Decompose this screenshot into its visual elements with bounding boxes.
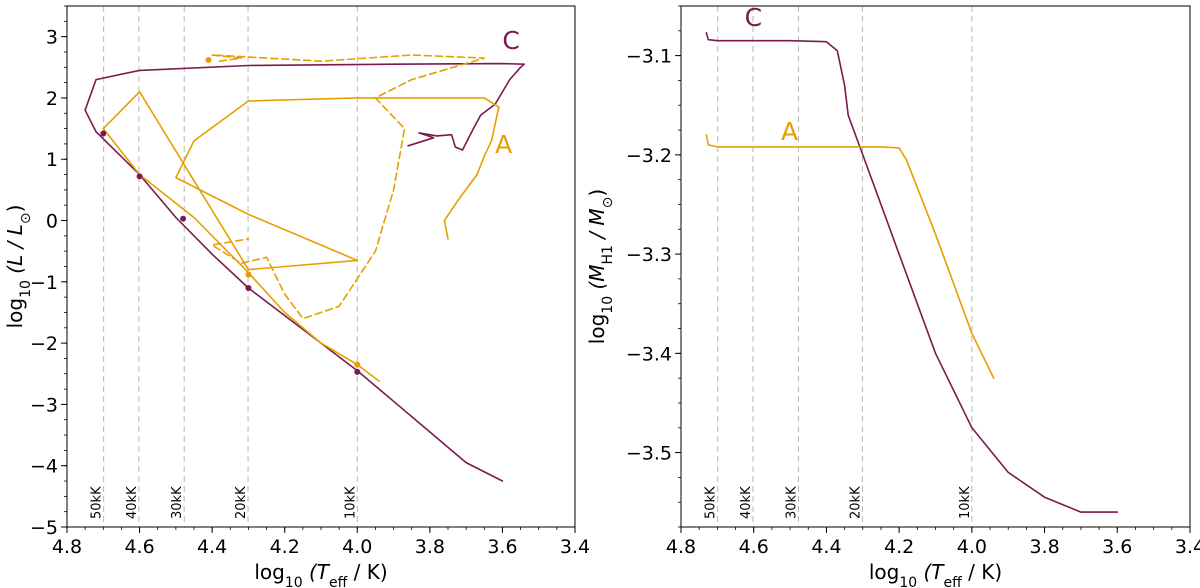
left-xtick-label: 4.8 bbox=[52, 536, 82, 558]
right-ytick-label: −3.1 bbox=[626, 46, 672, 68]
right-xtick-label: 4.2 bbox=[884, 536, 914, 558]
left-xtick-label: 4.2 bbox=[270, 536, 300, 558]
left-ytick-label: −3 bbox=[30, 394, 58, 416]
right-xtick-label: 3.6 bbox=[1102, 536, 1132, 558]
left-ylabel-body-sub: ⊙ bbox=[18, 212, 34, 224]
right-series-group bbox=[705, 31, 1119, 513]
right-vline-label-50kK: 50kK bbox=[704, 486, 719, 519]
left-ylabel-prefix: log bbox=[3, 298, 27, 329]
left-xlabel-sub: 10 bbox=[285, 575, 303, 588]
left-x-ticks: 4.8 4.6 4.4 4.2 4.0 3.8 3.6 3.4 bbox=[52, 527, 590, 558]
left-vline-label-20kK: 20kK bbox=[234, 486, 249, 519]
left-marker-c-2 bbox=[180, 215, 187, 222]
left-series-c bbox=[84, 62, 526, 482]
left-ylabel-suffix: ) bbox=[3, 205, 27, 213]
left-ytick-label: −4 bbox=[30, 456, 58, 478]
left-marker-a-5 bbox=[245, 271, 252, 278]
left-y-ticks: 3 2 1 0 −1 −2 −3 −4 −5 bbox=[30, 5, 67, 539]
left-vline-label-10kK: 10kK bbox=[343, 486, 358, 519]
right-ylabel-mid-sub: ⊙ bbox=[600, 197, 616, 209]
right-ytick-label: −3.4 bbox=[626, 343, 672, 365]
left-ytick-label: −2 bbox=[30, 333, 58, 355]
left-ylabel-body: (L / L bbox=[3, 224, 27, 280]
left-y-axis-label: log10 (L / L⊙) bbox=[3, 205, 34, 329]
left-xlabel-body: (T bbox=[303, 560, 331, 584]
left-ytick-label: 1 bbox=[46, 149, 58, 171]
left-series-a bbox=[102, 91, 500, 382]
right-xtick-label: 3.4 bbox=[1175, 536, 1200, 558]
left-series-group bbox=[84, 54, 526, 482]
left-panel: 50kK 40kK 30kK 20kK 10kK 4.8 4.6 4.4 4.2 4.0 3.8 3… bbox=[3, 5, 590, 588]
right-x-ticks: 4.8 4.6 4.4 4.2 4.0 3.8 3.6 3.4 bbox=[666, 527, 1200, 558]
right-vline-label-20kK: 20kK bbox=[848, 486, 863, 519]
right-xtick-label: 4.6 bbox=[739, 536, 769, 558]
right-xtick-label: 4.8 bbox=[666, 536, 696, 558]
right-xtick-label: 4.0 bbox=[957, 536, 987, 558]
left-xlabel-prefix: log bbox=[254, 560, 285, 584]
right-xlabel-body-sub: eff bbox=[944, 575, 963, 588]
right-series-c bbox=[705, 31, 1119, 513]
left-marker-c-0 bbox=[100, 130, 107, 137]
right-panel: 50kK 40kK 30kK 20kK 10kK 4.8 4.6 4.4 4.2 4.0 3.8 3… bbox=[585, 3, 1200, 588]
right-vline-label-40kK: 40kK bbox=[739, 486, 754, 519]
left-ytick-label: −1 bbox=[30, 272, 58, 294]
left-vline-label-50kK: 50kK bbox=[90, 486, 105, 519]
right-ylabel-sub: 10 bbox=[600, 296, 616, 314]
left-series-c-label: C bbox=[502, 26, 519, 55]
left-series-a-label: A bbox=[495, 130, 512, 159]
left-vline-label-40kK: 40kK bbox=[125, 486, 140, 519]
left-ytick-label: −5 bbox=[30, 517, 58, 539]
right-ylabel-body-sub: H1 bbox=[600, 245, 616, 264]
right-plot-frame bbox=[680, 5, 1191, 528]
left-vertical-reference-lines: 50kK 40kK 30kK 20kK 10kK bbox=[90, 6, 358, 527]
right-vertical-reference-lines: 50kK 40kK 30kK 20kK 10kK bbox=[704, 6, 973, 527]
left-vline-label-30kK: 30kK bbox=[170, 486, 185, 519]
right-series-a bbox=[705, 134, 995, 379]
left-marker-c-4 bbox=[354, 368, 361, 375]
right-xlabel-suffix: / K) bbox=[962, 560, 1002, 584]
left-marker-a-6 bbox=[354, 361, 361, 368]
right-y-ticks: −3.1 −3.2 −3.3 −3.4 −3.5 bbox=[626, 5, 681, 528]
left-xtick-label: 3.6 bbox=[487, 536, 517, 558]
right-ylabel-mid: / M bbox=[585, 208, 609, 245]
right-vline-label-30kK: 30kK bbox=[784, 486, 799, 519]
left-markers-group bbox=[100, 56, 361, 375]
left-series-a-dashed bbox=[211, 54, 486, 320]
right-ylabel-prefix: log bbox=[585, 314, 609, 345]
right-vline-label-10kK: 10kK bbox=[958, 486, 973, 519]
left-x-axis-label: log10 (Teff / K) bbox=[254, 560, 387, 588]
right-ylabel-suffix: ) bbox=[585, 189, 609, 197]
left-marker-c-3 bbox=[245, 284, 252, 291]
right-ytick-label: −3.5 bbox=[626, 443, 672, 465]
right-series-c-label: C bbox=[745, 3, 762, 32]
right-xlabel-body: (T bbox=[917, 560, 945, 584]
left-xtick-label: 3.4 bbox=[560, 536, 590, 558]
right-xtick-label: 3.8 bbox=[1029, 536, 1059, 558]
left-ytick-label: 2 bbox=[46, 88, 58, 110]
left-plot-frame bbox=[66, 5, 576, 528]
left-marker-c-1 bbox=[136, 173, 143, 180]
right-ytick-label: −3.3 bbox=[626, 244, 672, 266]
left-xtick-label: 4.6 bbox=[124, 536, 154, 558]
left-xlabel-suffix: / K) bbox=[347, 560, 387, 584]
left-ytick-label: 3 bbox=[46, 27, 58, 49]
left-ytick-label: 0 bbox=[46, 211, 58, 233]
left-marker-a-7 bbox=[205, 56, 212, 63]
left-xtick-label: 4.0 bbox=[342, 536, 372, 558]
right-xlabel-prefix: log bbox=[869, 560, 900, 584]
left-xtick-label: 3.8 bbox=[415, 536, 445, 558]
right-xlabel-sub: 10 bbox=[899, 575, 917, 588]
right-ylabel-body: (M bbox=[585, 264, 609, 295]
left-xtick-label: 4.4 bbox=[197, 536, 227, 558]
right-xtick-label: 4.4 bbox=[811, 536, 841, 558]
right-ytick-label: −3.2 bbox=[626, 145, 672, 167]
right-series-a-label: A bbox=[781, 117, 798, 146]
left-ylabel-sub: 10 bbox=[18, 280, 34, 298]
left-xlabel-body-sub: eff bbox=[329, 575, 348, 588]
right-x-axis-label: log10 (Teff / K) bbox=[869, 560, 1002, 588]
right-y-axis-label: log10 (MH1 / M⊙) bbox=[585, 189, 616, 344]
